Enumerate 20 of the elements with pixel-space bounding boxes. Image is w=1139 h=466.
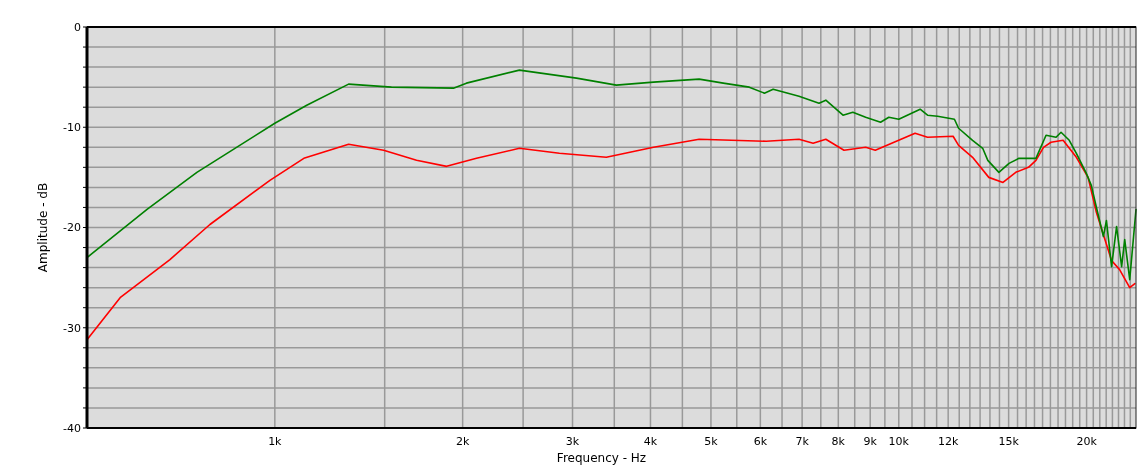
y-tick-label: -20 (63, 221, 81, 235)
x-tick-label: 2k (455, 435, 470, 448)
y-tick-label: 0 (74, 20, 81, 34)
x-tick-label: 7k (795, 435, 810, 448)
x-tick-label: 15k (998, 435, 1020, 448)
x-tick-label: 20k (1076, 435, 1098, 448)
x-tick-label: 3k (565, 435, 580, 448)
x-tick-label: 10k (888, 435, 910, 448)
x-tick-label: 4k (643, 435, 658, 448)
x-tick-label: 9k (863, 435, 878, 448)
y-tick-label: -30 (63, 321, 81, 335)
x-tick-label: 8k (831, 435, 846, 448)
y-tick-label: -40 (63, 421, 81, 435)
x-tick-label: 5k (704, 435, 719, 448)
y-axis-title: Amplitude - dB (36, 182, 50, 273)
x-axis-title: Frequency - Hz (556, 451, 647, 465)
y-tick-label: -10 (63, 121, 81, 135)
x-tick-label: 12k (937, 435, 959, 448)
x-tick-label: 6k (753, 435, 768, 448)
x-tick-label: 1k (268, 435, 283, 448)
